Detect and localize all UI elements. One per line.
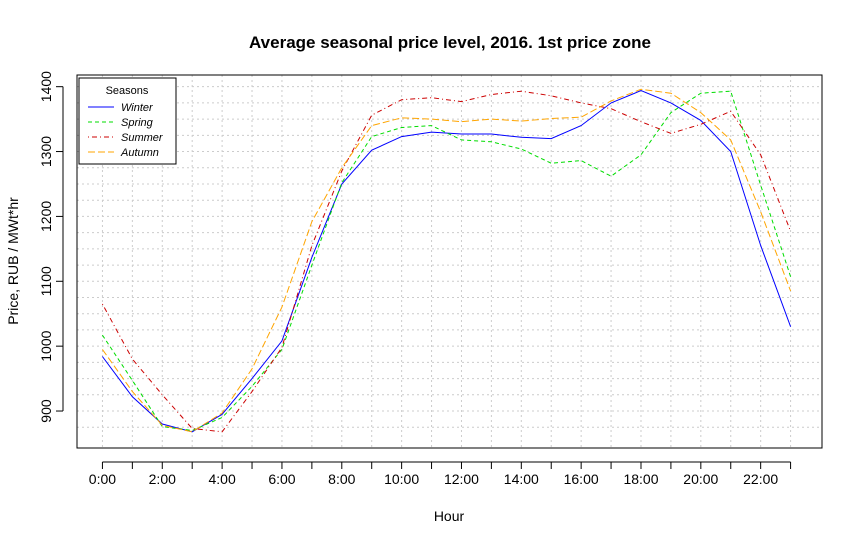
legend-label-autumn: Autumn [120, 147, 159, 159]
y-tick-label: 1100 [38, 266, 54, 296]
x-tick-label: 22:00 [743, 471, 778, 487]
y-axis-title: Price, RUB / MWt*hr [5, 197, 21, 325]
series-line-spring [101, 90, 792, 432]
x-tick-label: 6:00 [268, 471, 295, 487]
legend-label-winter: Winter [121, 102, 154, 114]
grid [77, 75, 822, 448]
x-axis-title: Hour [434, 508, 465, 524]
x-tick-label: 16:00 [564, 471, 599, 487]
x-axis: 0:00 2:00 4:00 6:00 8:00 10:00 12:00 14:00 16:00… [89, 461, 792, 487]
x-tick-label: 18:00 [623, 471, 658, 487]
x-tick-label: 10:00 [384, 471, 419, 487]
series-line-summer [101, 90, 792, 433]
x-tick-label: 12:00 [444, 471, 479, 487]
legend: Seasons Winter Spring Summer Autumn [78, 77, 177, 165]
x-tick-label: 8:00 [328, 471, 355, 487]
y-tick-label: 1300 [38, 136, 54, 167]
y-tick-label: 1000 [38, 330, 54, 361]
series-line-autumn [101, 88, 792, 433]
legend-box [78, 77, 177, 165]
legend-title: Seasons [106, 85, 149, 97]
series-line-winter [101, 90, 792, 433]
x-tick-label: 20:00 [683, 471, 718, 487]
plot-border [76, 74, 823, 449]
legend-label-spring: Spring [121, 117, 154, 129]
x-tick-label: 0:00 [89, 471, 116, 487]
y-tick-label: 1200 [38, 201, 54, 232]
y-tick-label: 900 [38, 399, 54, 423]
y-axis: 900 1000 1100 1200 1300 1400 [38, 71, 64, 423]
chart-title: Average seasonal price level, 2016. 1st … [249, 33, 651, 52]
x-tick-label: 2:00 [149, 471, 176, 487]
series-lines [101, 88, 792, 433]
y-tick-label: 1400 [38, 71, 54, 102]
x-tick-label: 14:00 [504, 471, 539, 487]
legend-label-summer: Summer [121, 132, 164, 144]
x-tick-label: 4:00 [208, 471, 235, 487]
